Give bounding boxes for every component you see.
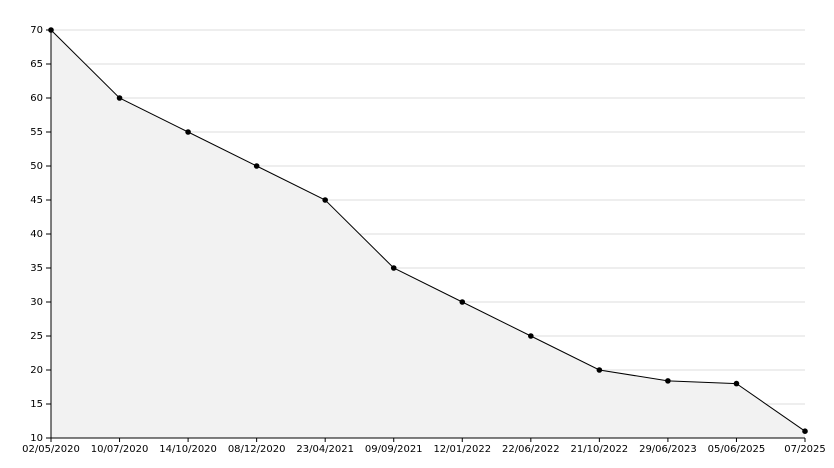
- x-tick-label: 05/06/2025: [708, 444, 766, 455]
- point: [596, 367, 603, 373]
- y-tick-label: 55: [30, 127, 43, 138]
- x-tick-label: 14/10/2020: [159, 444, 217, 455]
- y-tick-label: 25: [30, 331, 43, 342]
- x-tick-label: 23/04/2021: [296, 444, 354, 455]
- x-tick-label: 07/2025: [784, 444, 826, 455]
- point: [390, 265, 397, 271]
- point: [665, 378, 671, 384]
- y-tick-label: 10: [30, 433, 43, 444]
- point: [253, 163, 260, 169]
- line: [50, 29, 806, 432]
- y-tick-label: 65: [30, 59, 43, 70]
- point: [185, 129, 191, 135]
- y-tick-label: 15: [30, 399, 43, 410]
- y-tick-label: 50: [30, 161, 43, 172]
- y-tick-label: 40: [30, 229, 43, 240]
- x-tick-label: 22/06/2022: [502, 444, 560, 455]
- point: [48, 27, 54, 33]
- point: [733, 380, 740, 387]
- x-tick-label: 12/01/2022: [433, 444, 491, 455]
- area-fill: [51, 30, 805, 438]
- x-tick-label: 29/06/2023: [639, 444, 697, 455]
- x-tick-label: 09/09/2021: [365, 444, 423, 455]
- y-tick-label: 30: [30, 297, 43, 308]
- y-tick-label: 60: [30, 93, 43, 104]
- y-tick-label: 45: [30, 195, 43, 206]
- y-tick-label: 70: [30, 25, 43, 36]
- x-tick-label: 08/12/2020: [228, 444, 286, 455]
- point: [459, 299, 466, 305]
- point: [116, 95, 123, 101]
- y-tick-label: 35: [30, 263, 43, 274]
- x-tick-label: 10/07/2020: [91, 444, 149, 455]
- point: [802, 428, 808, 435]
- y-tick-label: 20: [30, 365, 43, 376]
- point: [528, 333, 534, 339]
- x-tick-label: 21/10/2022: [571, 444, 629, 455]
- point: [322, 197, 328, 203]
- x-tick-label: 02/05/2020: [22, 444, 80, 455]
